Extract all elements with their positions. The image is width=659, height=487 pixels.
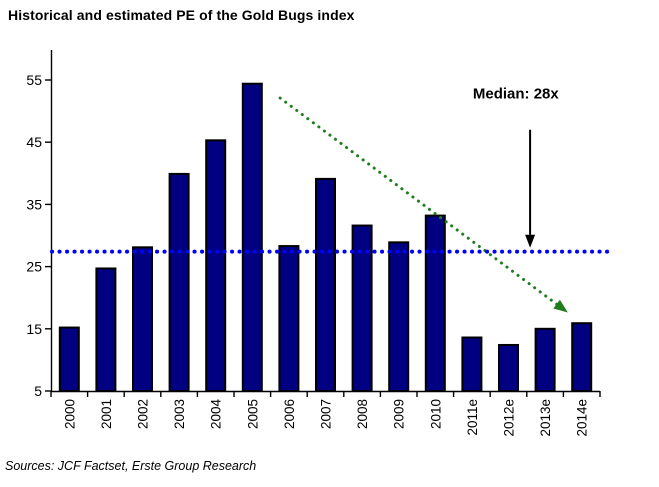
x-tick-label-2008: 2008 [355,399,370,429]
bar-2013e [534,327,556,392]
y-tick-label: 5 [34,383,42,399]
bar-2007 [315,177,336,392]
x-tick-label-2011e: 2011e [465,399,480,436]
trend-arrowhead-icon [553,299,568,313]
bar-2009 [388,241,410,392]
x-tick-label-2007: 2007 [319,399,334,429]
chart-title: Historical and estimated PE of the Gold … [8,7,355,23]
bar-2012e [498,343,519,392]
bar-2006 [278,245,300,392]
y-tick-label: 55 [26,72,42,88]
bar-2001 [95,267,117,392]
bar-2002 [132,246,153,392]
y-tick-label: 35 [26,196,42,212]
x-tick-label-2012e: 2012e [502,399,517,437]
x-tick-label-2000: 2000 [62,399,77,429]
y-tick-label: 25 [26,259,42,275]
y-tick-label: 45 [26,134,42,150]
bar-2005 [241,82,263,393]
source-note: Sources: JCF Factset, Erste Group Resear… [5,459,257,473]
bar-2011e [461,336,483,392]
x-tick-label-2013e: 2013e [538,399,553,437]
bar-2000 [58,326,80,392]
x-tick-label-2006: 2006 [282,399,297,429]
x-tick-label-2014e: 2014e [575,399,590,437]
bar-2014e [571,322,593,392]
median-annotation-label: Median: 28x [473,86,560,103]
bar-2008 [351,224,373,392]
bar-2004 [205,139,227,392]
x-tick-label-2009: 2009 [392,399,407,429]
x-tick-label-2001: 2001 [99,399,114,429]
x-tick-label-2010: 2010 [428,399,443,429]
x-tick-label-2005: 2005 [245,399,260,429]
bar-2010 [424,214,446,392]
y-tick-label: 15 [26,321,42,337]
median-arrowhead-icon [525,234,536,248]
x-tick-label-2004: 2004 [209,399,224,430]
x-tick-label-2003: 2003 [172,399,187,429]
x-tick-label-2002: 2002 [136,399,151,429]
bar-2003 [168,172,190,392]
